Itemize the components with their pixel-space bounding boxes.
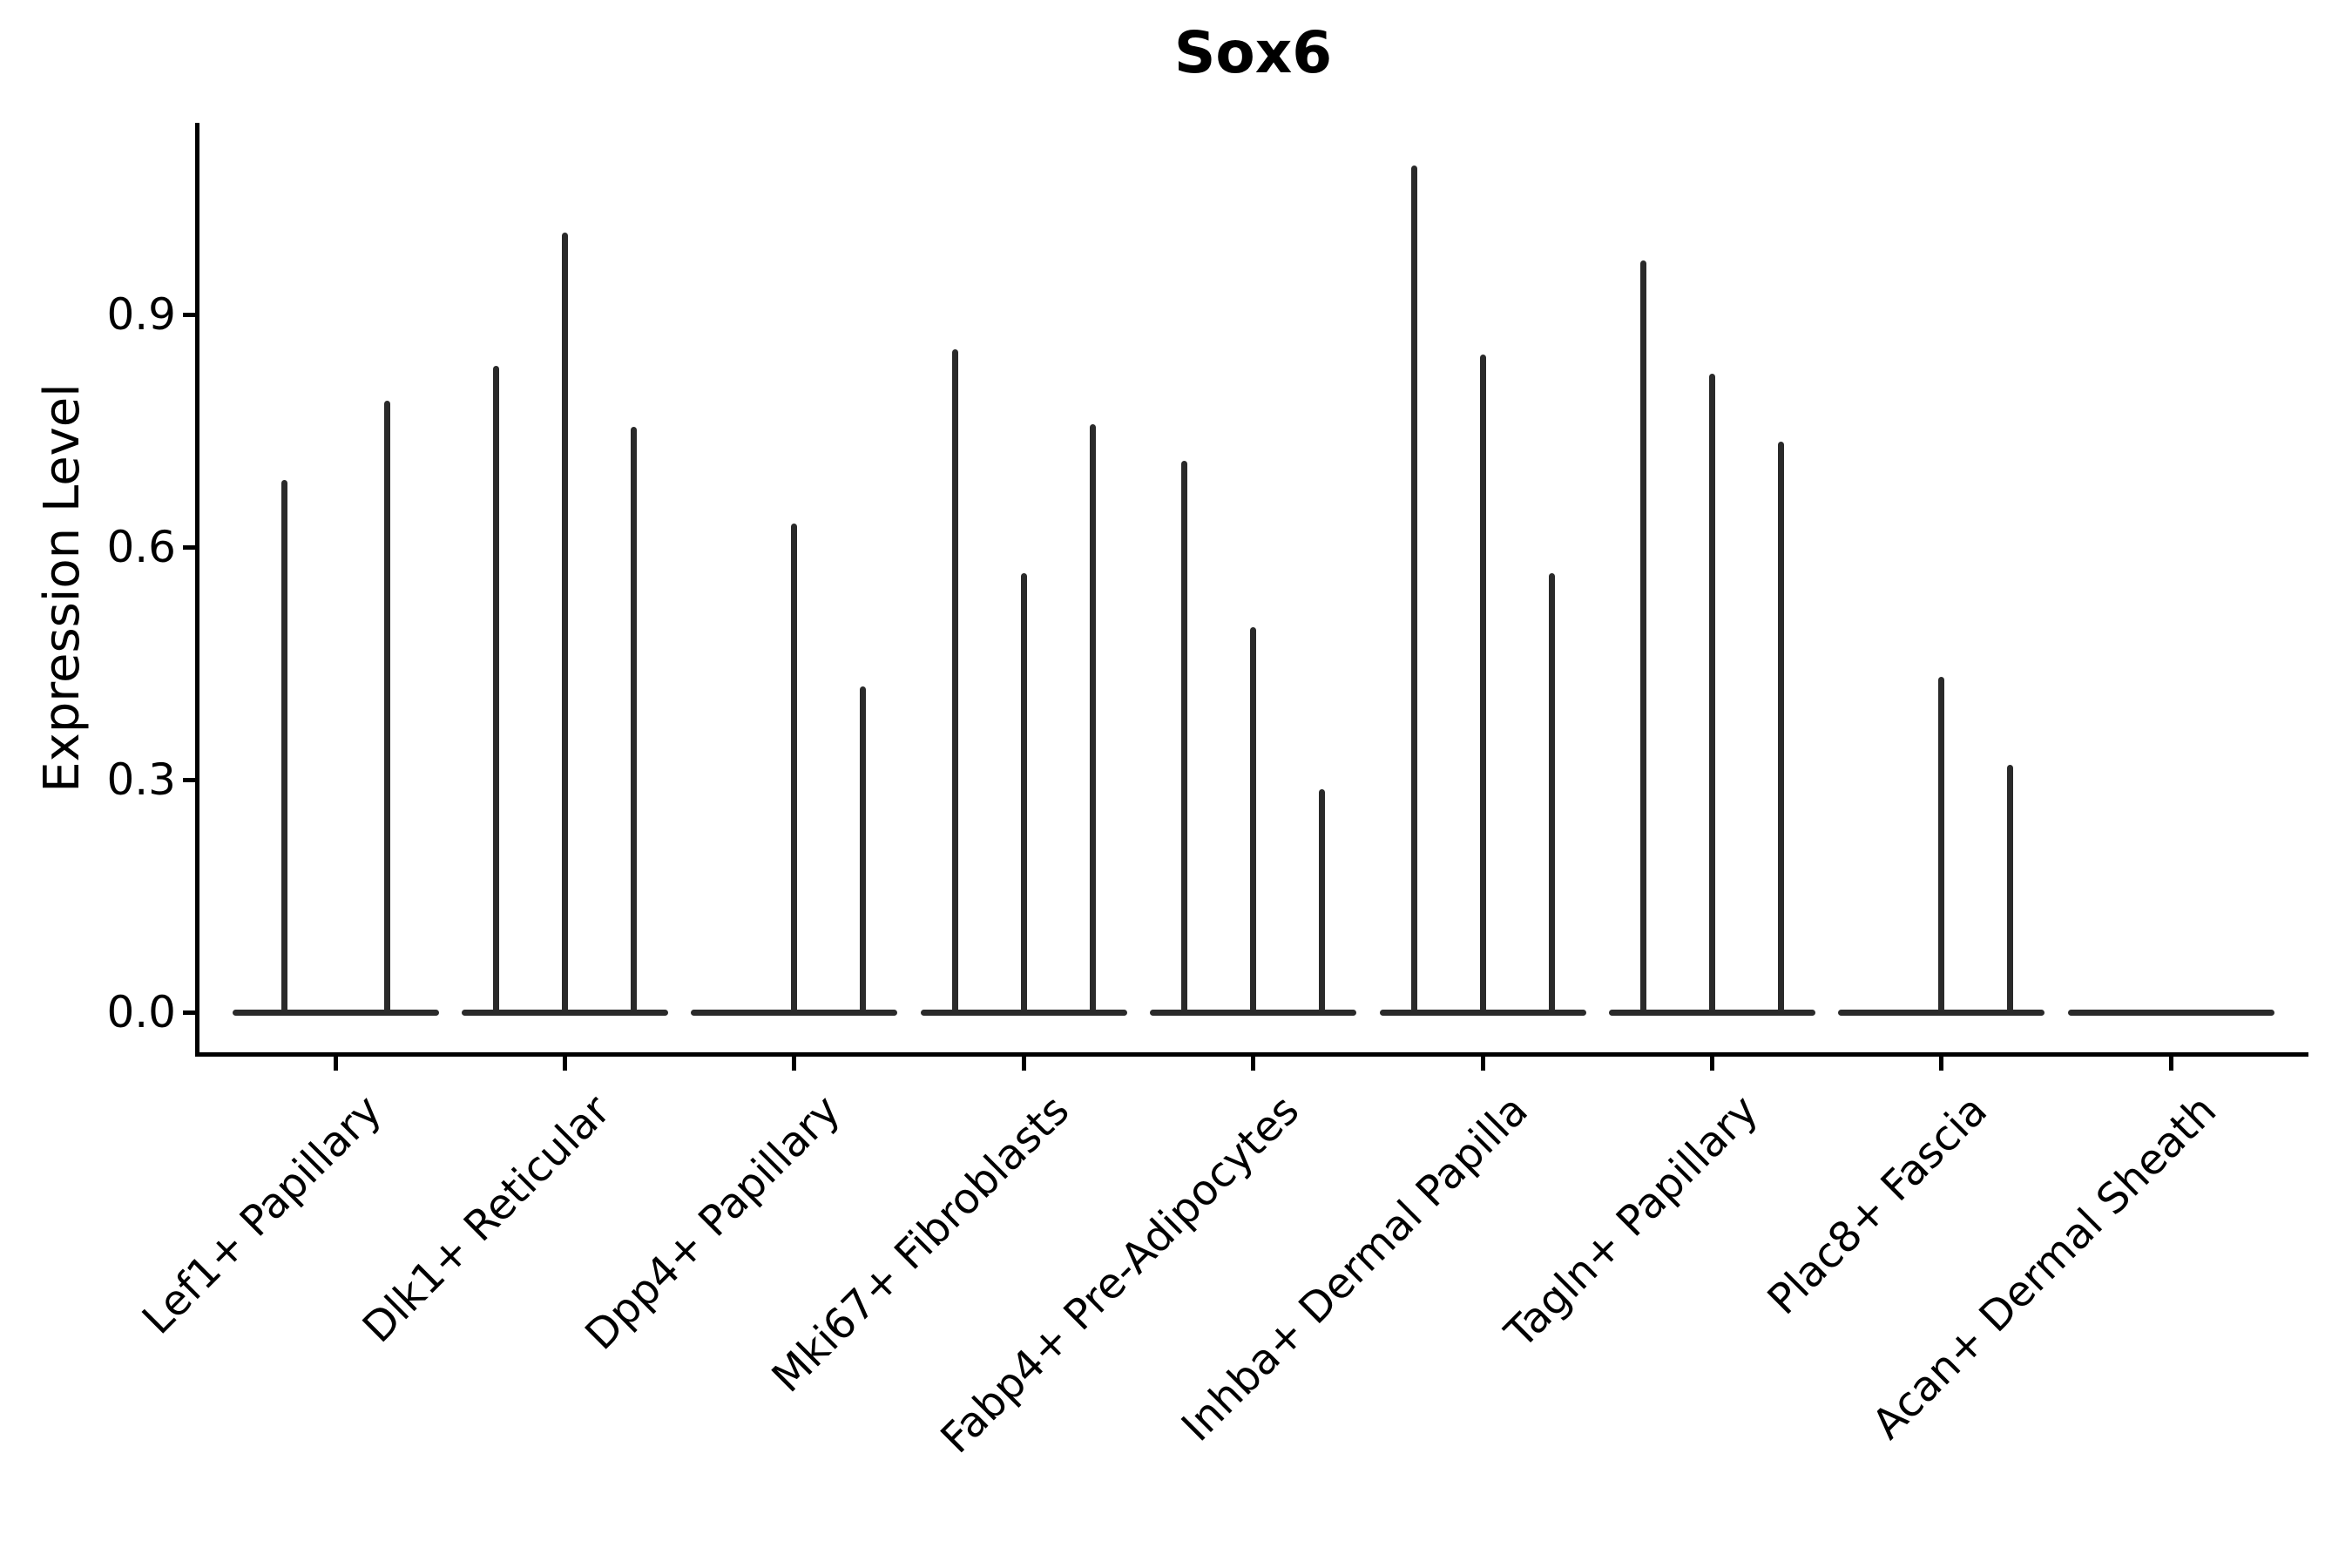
x-tick-label: Dlk1+ Reticular: [354, 1085, 620, 1353]
violin-spike: [493, 365, 500, 1015]
violin-spike: [1181, 461, 1188, 1015]
violin-spike: [860, 686, 867, 1015]
x-tick: [792, 1057, 797, 1071]
x-tick: [563, 1057, 568, 1071]
x-tick-label: Lef1+ Papillary: [132, 1085, 391, 1344]
violin-base: [232, 1010, 439, 1016]
violin-base: [2067, 1010, 2274, 1016]
x-tick: [1251, 1057, 1256, 1071]
violin-spike: [951, 349, 958, 1015]
violin-spike: [1708, 373, 1715, 1015]
x-tick: [333, 1057, 338, 1071]
violin-spike: [1479, 355, 1486, 1015]
y-tick: [183, 544, 195, 550]
violin-spike: [1089, 424, 1096, 1015]
y-tick-label: 0.0: [106, 987, 176, 1037]
y-tick: [183, 1010, 195, 1015]
violin-spike: [1020, 573, 1027, 1015]
y-axis-label: Expression Level: [34, 383, 91, 793]
violin-spike: [1548, 573, 1555, 1015]
x-tick-label: Tagln+ Papillary: [1495, 1085, 1767, 1358]
y-tick-label: 0.3: [106, 754, 176, 805]
violin-spike: [1777, 441, 1784, 1015]
violin-spike: [631, 427, 638, 1015]
y-tick: [183, 777, 195, 782]
x-tick: [1709, 1057, 1714, 1071]
violin-spike: [1250, 626, 1257, 1015]
violin-spike: [383, 400, 390, 1015]
violin-spike: [791, 524, 798, 1015]
violin-spike: [1639, 260, 1646, 1015]
x-tick: [1480, 1057, 1485, 1071]
violin-spike: [280, 480, 287, 1015]
violin-spike: [1410, 166, 1417, 1015]
y-axis-spine: [195, 123, 199, 1054]
violin-spike: [562, 232, 569, 1015]
x-tick: [2168, 1057, 2173, 1071]
violin-spike: [1319, 788, 1326, 1015]
x-tick-label: Dpp4+ Papillary: [576, 1085, 850, 1360]
y-tick-label: 0.9: [106, 289, 176, 340]
x-tick: [1939, 1057, 1944, 1071]
x-tick: [1021, 1057, 1026, 1071]
chart-title: Sox6: [1173, 19, 1333, 86]
y-tick-label: 0.6: [106, 522, 176, 572]
x-axis-spine: [195, 1052, 2308, 1057]
x-tick-label: Plac8+ Fascia: [1758, 1085, 1997, 1325]
violin-spike: [1938, 676, 1945, 1015]
y-tick: [183, 312, 195, 317]
violin-spike: [2007, 765, 2014, 1015]
